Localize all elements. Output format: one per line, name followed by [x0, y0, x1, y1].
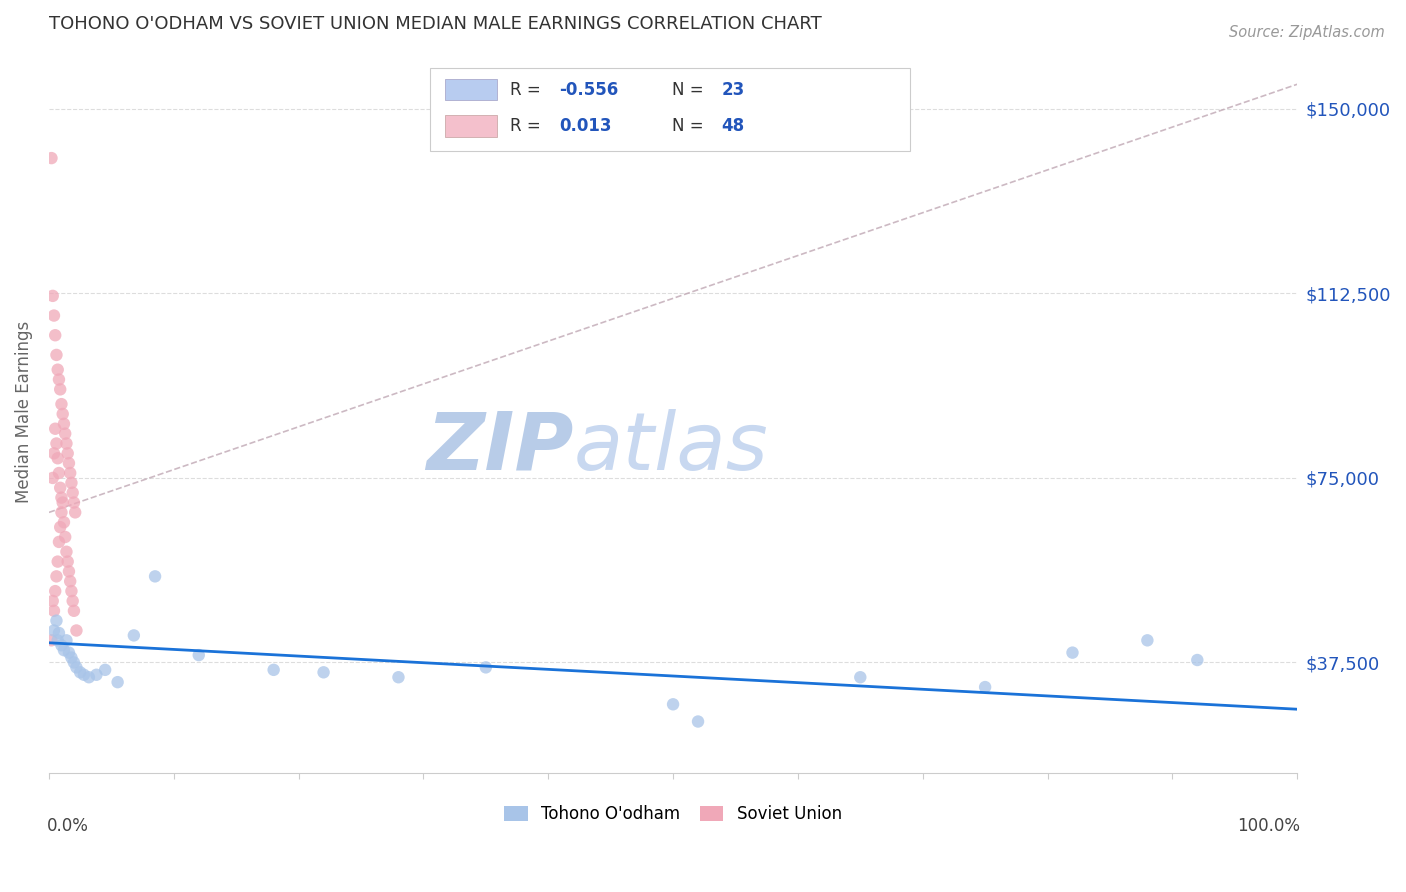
Point — [52, 643, 75, 657]
Text: N =: N = — [672, 80, 709, 99]
Point — [56, 446, 79, 460]
Text: 23: 23 — [721, 80, 745, 99]
Point — [45, 569, 67, 583]
Point — [59, 574, 82, 589]
Point — [51, 491, 73, 505]
Point — [58, 646, 80, 660]
Point — [49, 481, 72, 495]
Point — [974, 680, 997, 694]
Point — [56, 555, 79, 569]
Point — [65, 660, 87, 674]
Point — [41, 471, 63, 485]
Text: Source: ZipAtlas.com: Source: ZipAtlas.com — [1229, 25, 1385, 40]
Point — [63, 495, 86, 509]
Point — [263, 663, 285, 677]
Legend: Tohono O'odham, Soviet Union: Tohono O'odham, Soviet Union — [498, 798, 849, 830]
Point — [51, 397, 73, 411]
Point — [42, 604, 65, 618]
Point — [73, 667, 96, 681]
Point — [52, 495, 75, 509]
Point — [48, 372, 70, 386]
Point — [107, 675, 129, 690]
Point — [55, 436, 77, 450]
Point — [42, 446, 65, 460]
Point — [63, 505, 86, 519]
Point — [58, 456, 80, 470]
Point — [48, 626, 70, 640]
Point — [62, 485, 84, 500]
Point — [46, 362, 69, 376]
Point — [45, 348, 67, 362]
Point — [60, 650, 83, 665]
Point — [45, 436, 67, 450]
Point — [475, 660, 498, 674]
Point — [94, 663, 117, 677]
Point — [55, 545, 77, 559]
Text: R =: R = — [509, 117, 546, 135]
Point — [122, 628, 145, 642]
Point — [63, 604, 86, 618]
Point — [51, 638, 73, 652]
Point — [42, 309, 65, 323]
Point — [46, 451, 69, 466]
Text: N =: N = — [672, 117, 709, 135]
Point — [46, 555, 69, 569]
Text: R =: R = — [509, 80, 546, 99]
Point — [41, 151, 63, 165]
Point — [387, 670, 409, 684]
FancyBboxPatch shape — [444, 78, 498, 101]
Point — [44, 422, 66, 436]
Point — [1062, 646, 1084, 660]
Point — [41, 289, 63, 303]
Point — [53, 426, 76, 441]
Text: 0.0%: 0.0% — [46, 816, 89, 835]
Point — [49, 383, 72, 397]
Point — [63, 656, 86, 670]
Point — [1187, 653, 1209, 667]
Point — [49, 520, 72, 534]
Point — [662, 698, 685, 712]
Point — [86, 667, 108, 681]
Point — [65, 624, 87, 638]
Text: ZIP: ZIP — [426, 409, 574, 487]
Text: 48: 48 — [721, 117, 745, 135]
Point — [849, 670, 872, 684]
Point — [143, 569, 166, 583]
Point — [77, 670, 100, 684]
Point — [52, 407, 75, 421]
Point — [41, 594, 63, 608]
Y-axis label: Median Male Earnings: Median Male Earnings — [15, 320, 32, 502]
Point — [312, 665, 335, 680]
Point — [686, 714, 709, 729]
Point — [45, 614, 67, 628]
Point — [59, 466, 82, 480]
Text: 100.0%: 100.0% — [1237, 816, 1299, 835]
Point — [48, 466, 70, 480]
Text: atlas: atlas — [574, 409, 768, 487]
Point — [60, 475, 83, 490]
Point — [51, 505, 73, 519]
Point — [187, 648, 209, 662]
Point — [41, 633, 63, 648]
Point — [52, 515, 75, 529]
Point — [48, 535, 70, 549]
FancyBboxPatch shape — [444, 115, 498, 136]
Point — [44, 328, 66, 343]
Point — [44, 584, 66, 599]
Text: 0.013: 0.013 — [560, 117, 612, 135]
Point — [53, 530, 76, 544]
Point — [52, 417, 75, 431]
Point — [58, 565, 80, 579]
Text: TOHONO O'ODHAM VS SOVIET UNION MEDIAN MALE EARNINGS CORRELATION CHART: TOHONO O'ODHAM VS SOVIET UNION MEDIAN MA… — [49, 15, 821, 33]
Point — [42, 624, 65, 638]
Point — [62, 594, 84, 608]
Text: -0.556: -0.556 — [560, 80, 619, 99]
FancyBboxPatch shape — [430, 68, 910, 151]
Point — [55, 633, 77, 648]
Point — [60, 584, 83, 599]
Point — [1136, 633, 1159, 648]
Point — [69, 665, 91, 680]
Point — [46, 633, 69, 648]
